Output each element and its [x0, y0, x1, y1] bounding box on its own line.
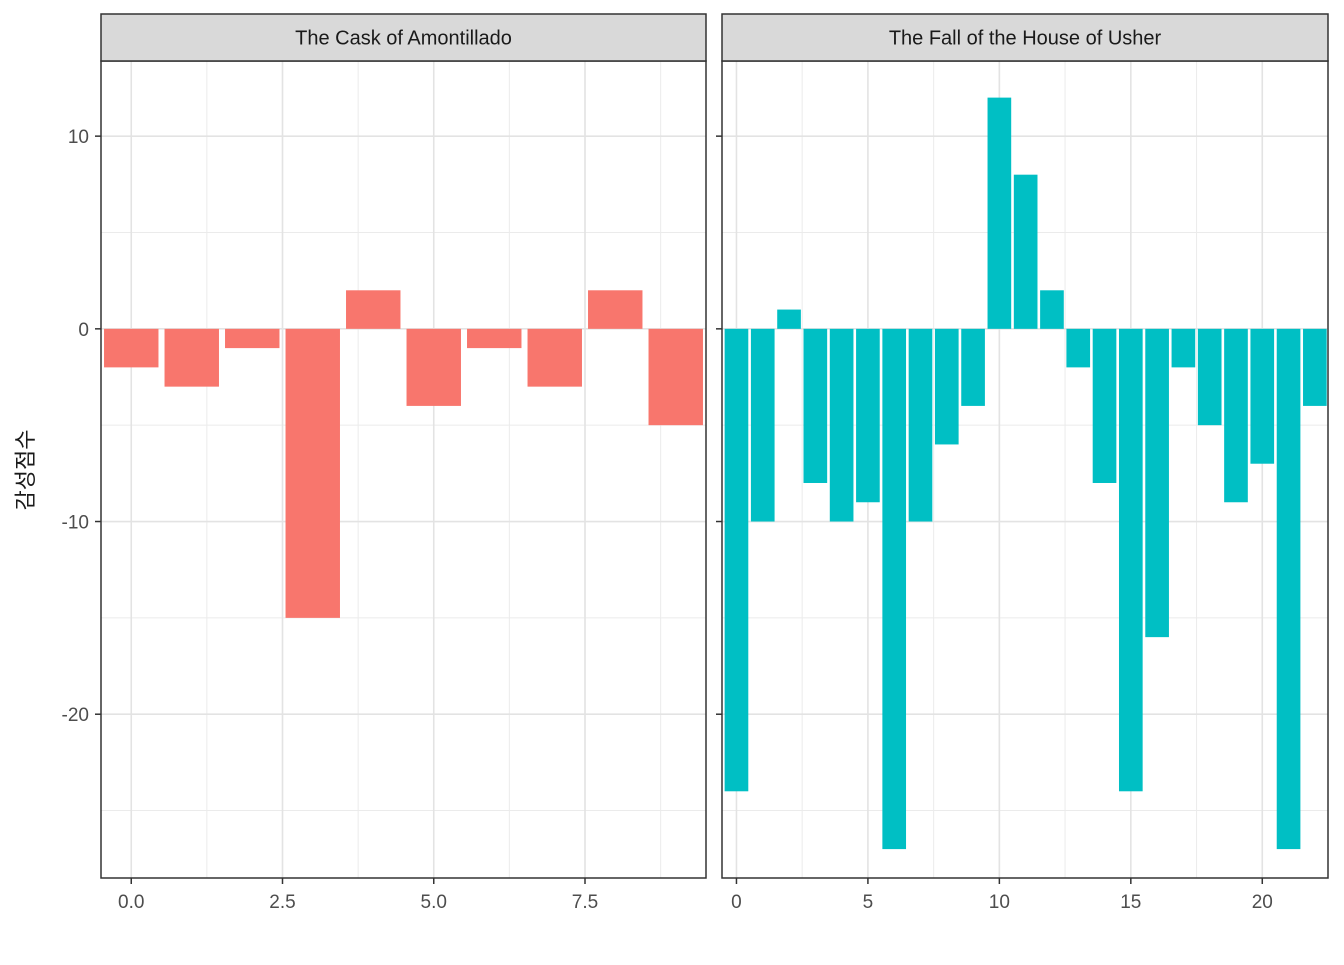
bar	[1066, 328, 1091, 368]
bar	[934, 328, 959, 445]
bar	[285, 328, 340, 618]
bar	[406, 328, 461, 406]
facet-strip-label: The Cask of Amontillado	[295, 28, 512, 50]
bar	[856, 328, 880, 503]
bar	[961, 328, 985, 406]
bar	[777, 309, 801, 329]
x-tick-label: 5.0	[421, 892, 447, 913]
bar	[1171, 328, 1196, 368]
bar	[908, 328, 933, 522]
bar	[104, 328, 159, 368]
bar	[648, 328, 703, 426]
x-tick-label: 20	[1252, 892, 1273, 913]
bar	[882, 328, 907, 850]
bar	[1118, 328, 1143, 792]
bar	[1092, 328, 1117, 483]
bar	[1040, 290, 1064, 329]
x-tick-label: 0	[731, 892, 742, 913]
bar	[803, 328, 828, 483]
x-tick-label: 0.0	[118, 892, 144, 913]
bar	[987, 97, 1012, 329]
bar	[588, 290, 643, 329]
y-tick-label: -20	[62, 705, 89, 726]
bar	[1276, 328, 1301, 850]
bar	[1013, 174, 1038, 329]
x-tick-label: 7.5	[572, 892, 598, 913]
x-tick-label: 5	[863, 892, 874, 913]
bar	[467, 328, 522, 349]
y-tick-label: 10	[68, 127, 89, 148]
panel-background	[101, 61, 706, 878]
x-tick-label: 2.5	[269, 892, 295, 913]
y-axis-title: 감성점수	[14, 430, 39, 511]
bar	[750, 328, 775, 522]
bar	[724, 328, 749, 792]
bar	[1224, 328, 1248, 503]
x-tick-label: 10	[989, 892, 1010, 913]
bar	[1250, 328, 1275, 464]
facet-strip-label: The Fall of the House of Usher	[889, 28, 1162, 50]
bar	[1145, 328, 1169, 638]
bar	[1303, 328, 1327, 406]
bar	[1197, 328, 1222, 426]
bar	[346, 290, 401, 329]
y-tick-label: 0	[78, 320, 89, 341]
y-tick-label: -10	[62, 513, 89, 534]
bar	[527, 328, 582, 387]
facet-strip	[100, 13, 707, 62]
bar	[225, 328, 280, 349]
bar	[164, 328, 219, 387]
bar	[829, 328, 854, 522]
facet-strip	[721, 13, 1329, 62]
x-tick-label: 15	[1120, 892, 1141, 913]
